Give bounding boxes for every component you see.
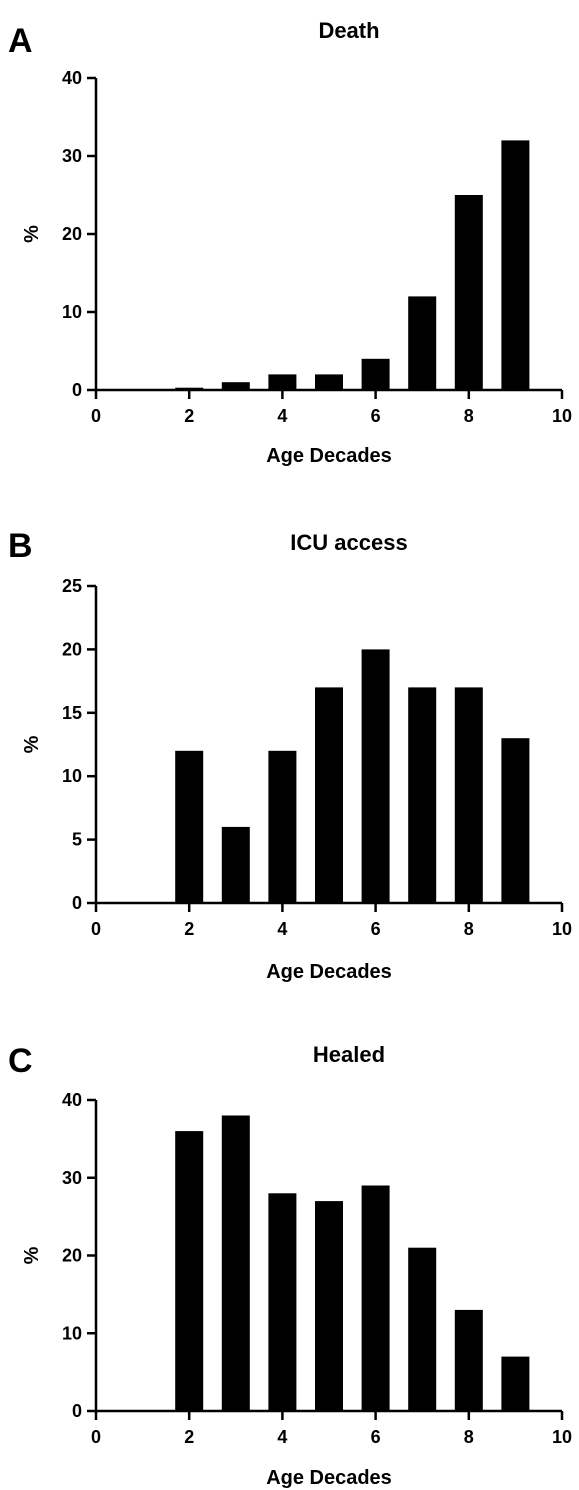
bar — [315, 374, 343, 390]
bar — [315, 1201, 343, 1411]
x-tick-label: 10 — [552, 919, 572, 939]
x-tick-label: 8 — [464, 1427, 474, 1447]
bar — [221, 1115, 250, 1411]
bar — [268, 1193, 297, 1411]
bar — [501, 1356, 530, 1411]
chart-title: ICU access — [290, 530, 407, 555]
x-axis-label: Age Decades — [266, 1467, 392, 1489]
y-tick-label: 40 — [62, 68, 82, 88]
x-tick-label: 4 — [277, 1427, 287, 1447]
y-axis-label: % — [21, 1246, 43, 1264]
bar — [268, 374, 297, 390]
x-tick-label: 6 — [371, 406, 381, 426]
y-tick-label: 10 — [62, 1323, 82, 1343]
bar — [221, 382, 250, 390]
y-tick-label: 30 — [62, 1168, 82, 1188]
y-tick-label: 20 — [62, 639, 82, 659]
bar — [501, 140, 530, 390]
y-axis-label: % — [21, 735, 43, 753]
bar — [175, 1131, 204, 1411]
y-tick-label: 25 — [62, 576, 82, 596]
y-tick-label: 0 — [72, 1401, 82, 1421]
chart-title: Healed — [313, 1042, 385, 1067]
x-tick-label: 2 — [184, 919, 194, 939]
bar — [221, 826, 250, 903]
y-tick-label: 0 — [72, 893, 82, 913]
x-tick-label: 2 — [184, 1427, 194, 1447]
y-tick-label: 15 — [62, 703, 82, 723]
y-tick-label: 30 — [62, 146, 82, 166]
bar — [361, 1185, 390, 1411]
x-tick-label: 2 — [184, 406, 194, 426]
x-tick-label: 0 — [91, 1427, 101, 1447]
bar — [408, 296, 437, 390]
bar — [268, 750, 297, 903]
x-tick-label: 6 — [371, 1427, 381, 1447]
panel-letter-c: C — [8, 1042, 33, 1080]
panel-letter-b: B — [8, 527, 33, 565]
y-tick-label: 10 — [62, 766, 82, 786]
x-axis-label: Age Decades — [266, 961, 392, 983]
chart-title: Death — [318, 18, 379, 43]
x-tick-label: 10 — [552, 406, 572, 426]
bar — [361, 358, 390, 390]
x-tick-label: 8 — [464, 919, 474, 939]
bar — [501, 738, 530, 903]
bar — [315, 687, 343, 903]
x-tick-label: 8 — [464, 406, 474, 426]
y-tick-label: 20 — [62, 1246, 82, 1266]
y-tick-label: 0 — [72, 380, 82, 400]
bar — [454, 195, 483, 390]
y-tick-label: 5 — [72, 830, 82, 850]
bar — [454, 1309, 483, 1411]
bar — [175, 750, 204, 903]
x-tick-label: 0 — [91, 919, 101, 939]
bar — [408, 687, 437, 903]
bar — [361, 649, 390, 903]
x-tick-label: 0 — [91, 406, 101, 426]
y-tick-label: 10 — [62, 302, 82, 322]
y-axis-label: % — [21, 225, 43, 243]
x-tick-label: 10 — [552, 1427, 572, 1447]
panel-letter-a: A — [8, 22, 33, 60]
y-tick-label: 20 — [62, 224, 82, 244]
x-tick-label: 6 — [371, 919, 381, 939]
bar — [454, 687, 483, 903]
x-axis-label: Age Decades — [266, 445, 392, 467]
x-tick-label: 4 — [277, 919, 287, 939]
bar — [408, 1247, 437, 1411]
x-tick-label: 4 — [277, 406, 287, 426]
y-tick-label: 40 — [62, 1090, 82, 1110]
